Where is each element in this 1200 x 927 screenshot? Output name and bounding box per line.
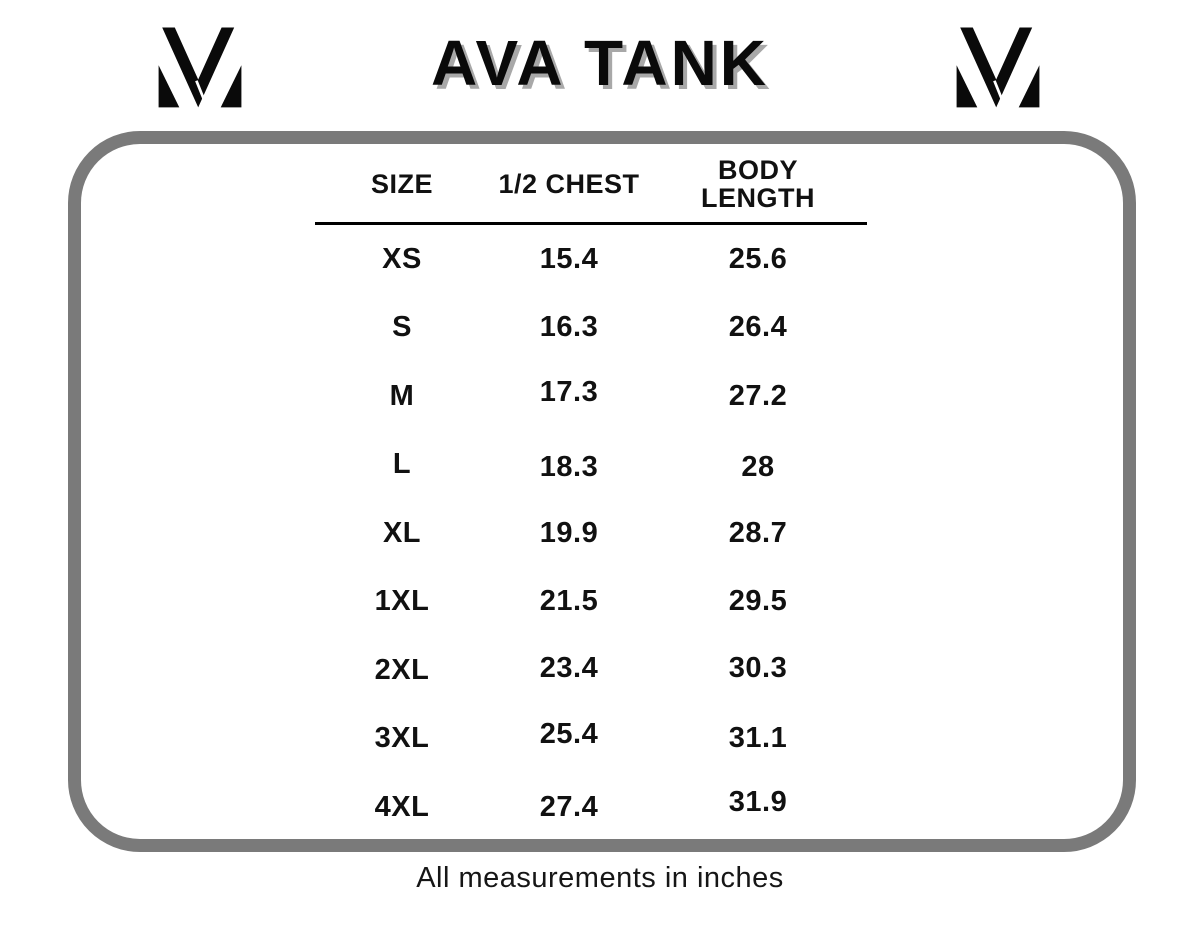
size-chart-frame [68, 131, 1136, 852]
half-chest-cell: 15.4 [539, 242, 599, 275]
body-length-cell: 28.7 [728, 516, 788, 549]
column-header-size: SIZE [370, 169, 433, 199]
body-length-cell: 25.6 [728, 242, 788, 275]
table-row: M 17.3 27.2 [315, 362, 867, 431]
table-row: XS 15.4 25.6 [315, 225, 867, 294]
size-cell: M [389, 379, 415, 412]
half-chest-cell: 16.3 [539, 311, 599, 344]
size-cell: L [392, 448, 412, 481]
size-cell: 4XL [374, 790, 430, 823]
table-header-row: SIZE 1/2 CHEST BODY LENGTH [315, 152, 867, 216]
measurement-note: All measurements in inches [416, 862, 784, 894]
table-row: XL 19.9 28.7 [315, 499, 867, 568]
half-chest-cell: 23.4 [539, 651, 599, 684]
size-cell: 2XL [374, 653, 430, 686]
size-table: SIZE 1/2 CHEST BODY LENGTH XS 15.4 25.6 S 16… [315, 152, 867, 842]
table-body: XS 15.4 25.6 S 16.3 26.4 M 17.3 27.2 L 18.3 28 XL 19.… [315, 225, 867, 842]
table-row: L 18.3 28 [315, 431, 867, 500]
size-cell: XS [382, 242, 422, 275]
column-header-body-length: BODY LENGTH [701, 155, 815, 213]
page-title: AVA TANK [430, 27, 770, 99]
half-chest-cell: 27.4 [539, 790, 599, 823]
table-row: 3XL 25.4 31.1 [315, 705, 867, 774]
half-chest-cell: 25.4 [539, 718, 599, 751]
table-row: 4XL 27.4 31.9 [315, 773, 867, 842]
table-row: 2XL 23.4 30.3 [315, 636, 867, 705]
body-length-cell: 30.3 [728, 651, 788, 684]
size-cell: 1XL [374, 585, 430, 618]
half-chest-cell: 18.3 [539, 451, 599, 484]
column-header-half-chest: 1/2 CHEST [498, 169, 640, 199]
header-divider-line [315, 222, 867, 225]
half-chest-cell: 21.5 [539, 585, 599, 618]
body-length-cell: 27.2 [728, 379, 788, 412]
half-chest-cell: 17.3 [539, 375, 599, 408]
mv-monogram-icon [158, 27, 242, 108]
mv-monogram-icon [956, 27, 1040, 108]
body-length-cell: 29.5 [728, 585, 788, 618]
body-length-cell: 31.1 [728, 722, 788, 755]
body-length-cell: 31.9 [728, 785, 788, 818]
table-row: 1XL 21.5 29.5 [315, 568, 867, 637]
brand-logo-right [953, 24, 1043, 110]
size-cell: 3XL [374, 722, 430, 755]
body-length-cell: 26.4 [728, 311, 788, 344]
brand-logo-left [155, 24, 245, 110]
body-length-cell: 28 [741, 451, 775, 484]
size-cell: S [392, 311, 412, 344]
size-cell: XL [382, 516, 422, 549]
table-row: S 16.3 26.4 [315, 294, 867, 363]
half-chest-cell: 19.9 [539, 516, 599, 549]
